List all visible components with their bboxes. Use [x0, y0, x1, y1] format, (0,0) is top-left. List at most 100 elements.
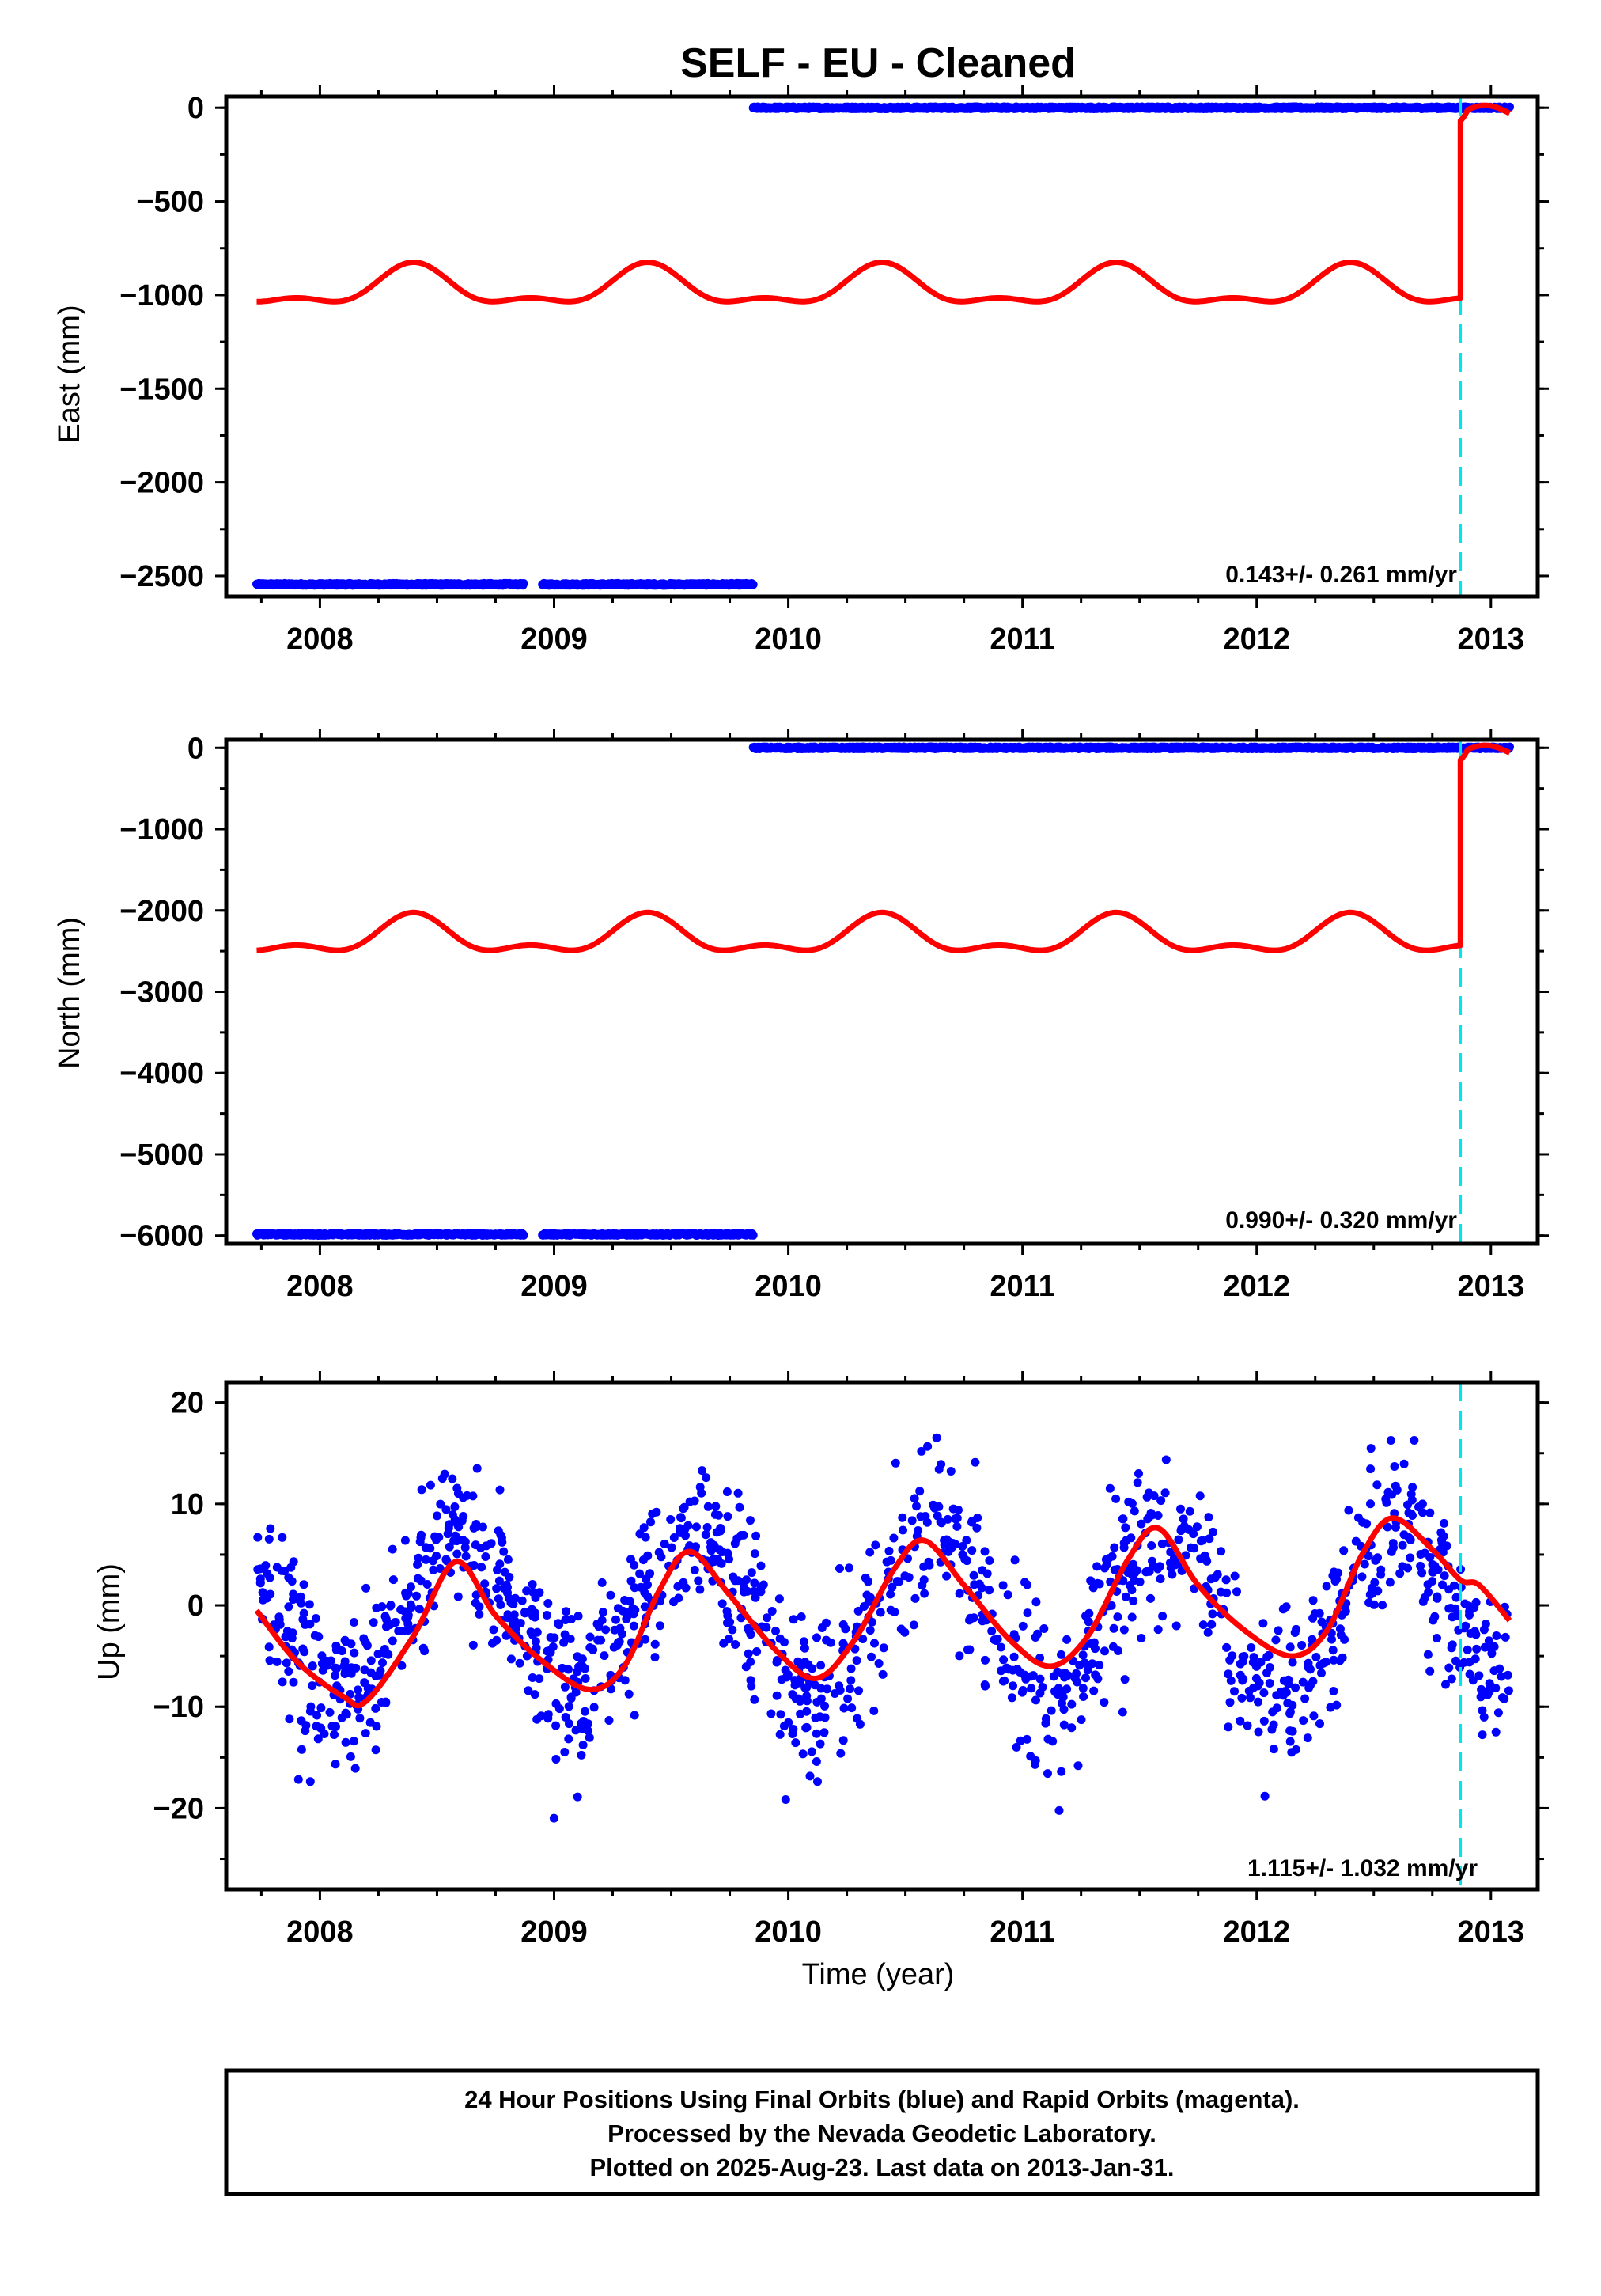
- data-point: [372, 1603, 381, 1612]
- data-point: [1425, 1553, 1435, 1562]
- data-point: [1429, 1616, 1438, 1625]
- data-point: [822, 1618, 831, 1627]
- data-point: [275, 1620, 285, 1629]
- data-point: [380, 1612, 390, 1621]
- data-point: [371, 1745, 380, 1755]
- data-point: [264, 1534, 274, 1544]
- data-point: [1265, 1663, 1274, 1672]
- data-point: [1501, 1632, 1510, 1642]
- x-tick-label: 2008: [286, 1270, 354, 1303]
- data-point: [889, 1533, 899, 1543]
- data-point: [366, 1656, 376, 1665]
- data-point: [701, 1530, 710, 1540]
- data-point: [1461, 1621, 1470, 1631]
- data-point: [797, 1661, 807, 1670]
- data-point: [330, 1730, 339, 1739]
- data-point: [1388, 1539, 1398, 1548]
- data-point: [679, 1504, 688, 1514]
- data-point: [1206, 1574, 1216, 1584]
- data-point: [1486, 1642, 1495, 1652]
- data-point: [374, 1670, 384, 1680]
- data-point: [581, 1664, 589, 1673]
- data-point: [1095, 1579, 1104, 1589]
- data-point: [531, 1593, 540, 1602]
- data-point: [492, 1635, 501, 1645]
- data-point: [1091, 1670, 1100, 1680]
- data-point: [999, 1655, 1009, 1665]
- data-point: [299, 1608, 308, 1618]
- data-point: [775, 1730, 785, 1739]
- data-point: [441, 1505, 451, 1514]
- data-point: [788, 1730, 797, 1738]
- panel-east: East (mm) 2008 2009 2010 2011 2012 20130−500−…: [53, 85, 1549, 656]
- data-point: [1208, 1609, 1217, 1619]
- data-point: [1395, 1569, 1405, 1578]
- data-point: [313, 1734, 323, 1744]
- data-point: [773, 1656, 782, 1665]
- data-point: [1476, 1692, 1486, 1702]
- data-point: [1031, 1695, 1040, 1705]
- data-point: [535, 1674, 544, 1684]
- y-tick-label: −1000: [119, 813, 204, 847]
- data-point: [1058, 1669, 1067, 1679]
- data-point: [1035, 1674, 1045, 1684]
- data-point: [876, 1608, 885, 1617]
- data-point: [341, 1737, 350, 1747]
- y-tick-label: −1500: [119, 373, 204, 406]
- data-point: [1299, 1716, 1308, 1726]
- data-point: [1372, 1480, 1382, 1490]
- data-point: [725, 1555, 733, 1564]
- data-point: [1121, 1592, 1130, 1601]
- data-point: [381, 1697, 391, 1707]
- data-point: [1101, 1555, 1111, 1564]
- data-point: [600, 1651, 609, 1661]
- data-point: [1021, 1674, 1031, 1684]
- data-point: [746, 1516, 755, 1525]
- data-point: [1281, 1602, 1291, 1612]
- data-point: [1383, 1522, 1392, 1532]
- data-point: [378, 1658, 387, 1668]
- data-point: [289, 1557, 298, 1567]
- data-point: [366, 1668, 376, 1677]
- data-point: [1463, 1645, 1472, 1654]
- data-point: [496, 1530, 505, 1540]
- data-point: [263, 1569, 272, 1578]
- data-point: [846, 1664, 856, 1673]
- data-point: [578, 1741, 588, 1749]
- panel-north-model-curve: [255, 742, 1512, 953]
- data-point: [1230, 1571, 1240, 1581]
- data-point: [429, 1565, 438, 1574]
- data-point: [1471, 1597, 1481, 1607]
- data-point: [312, 1711, 322, 1720]
- data-point: [346, 1752, 355, 1761]
- data-point: [697, 1488, 706, 1498]
- data-point: [723, 1512, 732, 1521]
- data-point: [1129, 1597, 1138, 1605]
- data-point: [403, 1589, 413, 1598]
- data-point: [702, 1473, 711, 1483]
- data-point: [546, 1648, 555, 1657]
- data-point: [1433, 1634, 1441, 1642]
- data-point: [1436, 1528, 1446, 1537]
- data-point: [300, 1647, 309, 1657]
- data-point: [331, 1641, 341, 1650]
- data-point: [415, 1537, 425, 1547]
- data-point: [1118, 1514, 1127, 1524]
- data-point: [1192, 1522, 1202, 1532]
- data-point: [702, 1523, 712, 1532]
- data-point: [654, 1548, 664, 1557]
- data-point: [1381, 1495, 1391, 1504]
- data-point: [1304, 1663, 1313, 1672]
- x-tick-label: 2011: [990, 623, 1054, 656]
- data-point: [1027, 1684, 1036, 1693]
- data-point: [1383, 1487, 1393, 1497]
- data-point: [469, 1561, 479, 1570]
- data-point: [305, 1600, 314, 1609]
- data-point: [1399, 1530, 1409, 1540]
- data-point: [264, 1642, 274, 1652]
- data-point: [1100, 1646, 1109, 1656]
- data-point: [499, 1547, 509, 1556]
- data-point: [1303, 1733, 1312, 1743]
- data-point: [1315, 1608, 1324, 1618]
- data-point: [524, 1686, 533, 1695]
